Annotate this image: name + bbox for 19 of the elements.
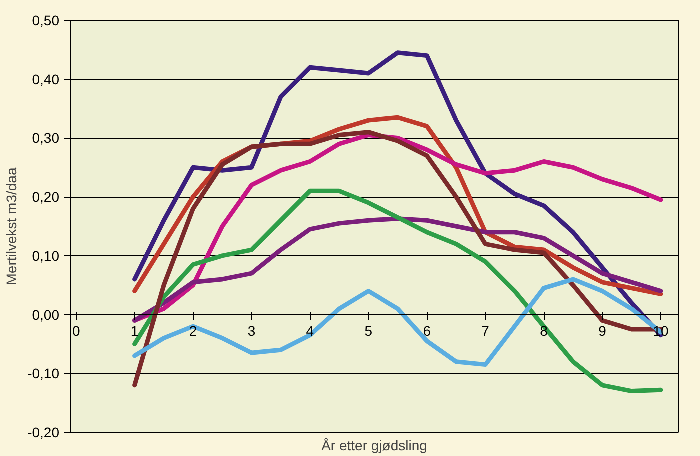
- y-tick-label: 0,00: [32, 306, 60, 323]
- x-tick-label: 7: [482, 322, 490, 339]
- x-tick-label: 5: [364, 322, 373, 339]
- y-tick-label: 0,50: [32, 12, 60, 28]
- x-tick-label: 9: [598, 322, 607, 339]
- y-axis-title: Mertilvekst m3/daa: [4, 168, 20, 286]
- line-series: [132, 216, 664, 323]
- y-tick-label: 0,10: [32, 248, 60, 264]
- x-tick-label: 1: [130, 322, 139, 339]
- x-tick-label: 6: [423, 322, 432, 339]
- x-tick-label: 0: [72, 322, 80, 339]
- x-axis-title: År etter gjødsling: [322, 438, 428, 454]
- y-tick-label: 0,20: [32, 189, 60, 206]
- y-tick-label: -0,10: [28, 366, 60, 382]
- x-tick-label: 3: [248, 322, 256, 339]
- y-tick-label: 0,40: [32, 71, 60, 88]
- y-tick-label: -0,20: [28, 424, 60, 440]
- line-series: [132, 133, 664, 323]
- y-tick-label: 0,30: [32, 130, 60, 146]
